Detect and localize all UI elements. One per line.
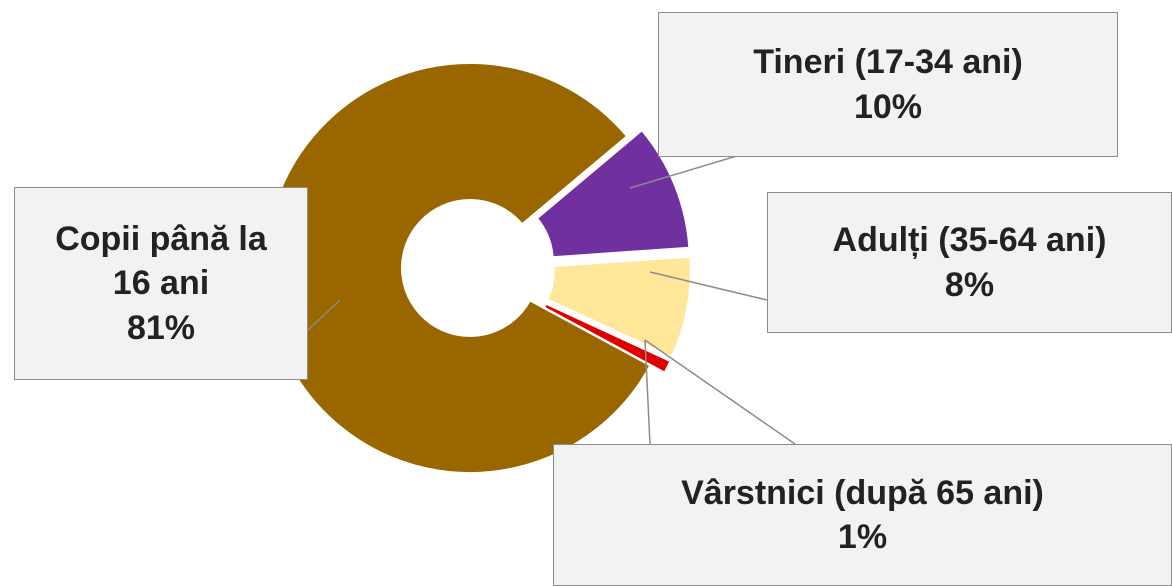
slice [542, 302, 672, 375]
slice [264, 62, 652, 474]
slice [535, 128, 691, 259]
callout: Tineri (17-34 ani) 10% [658, 12, 1118, 157]
category-label: Adulți (35-64 ani) [832, 221, 1107, 260]
value-label: 1% [837, 518, 888, 556]
callout: Copii până la 16 ani 81% [14, 187, 308, 380]
leader-line [644, 339, 651, 445]
leader-line [307, 299, 341, 331]
leader-line [629, 154, 741, 189]
slices [264, 62, 692, 474]
value-label: 8% [944, 265, 995, 304]
leader-line [649, 271, 768, 301]
value-label: 10% [853, 87, 923, 126]
value-label: 81% [126, 308, 196, 347]
callout: Vârstnici (după 65 ani) 1% [553, 444, 1172, 586]
leader-lines [307, 154, 796, 445]
category-label: Copii până la 16 ani [55, 220, 267, 303]
callout: Adulți (35-64 ani) 8% [767, 192, 1172, 333]
category-label: Tineri (17-34 ani) [753, 43, 1023, 82]
leader-line [644, 339, 796, 445]
slice [546, 255, 692, 359]
category-label: Vârstnici (după 65 ani) [681, 473, 1044, 512]
